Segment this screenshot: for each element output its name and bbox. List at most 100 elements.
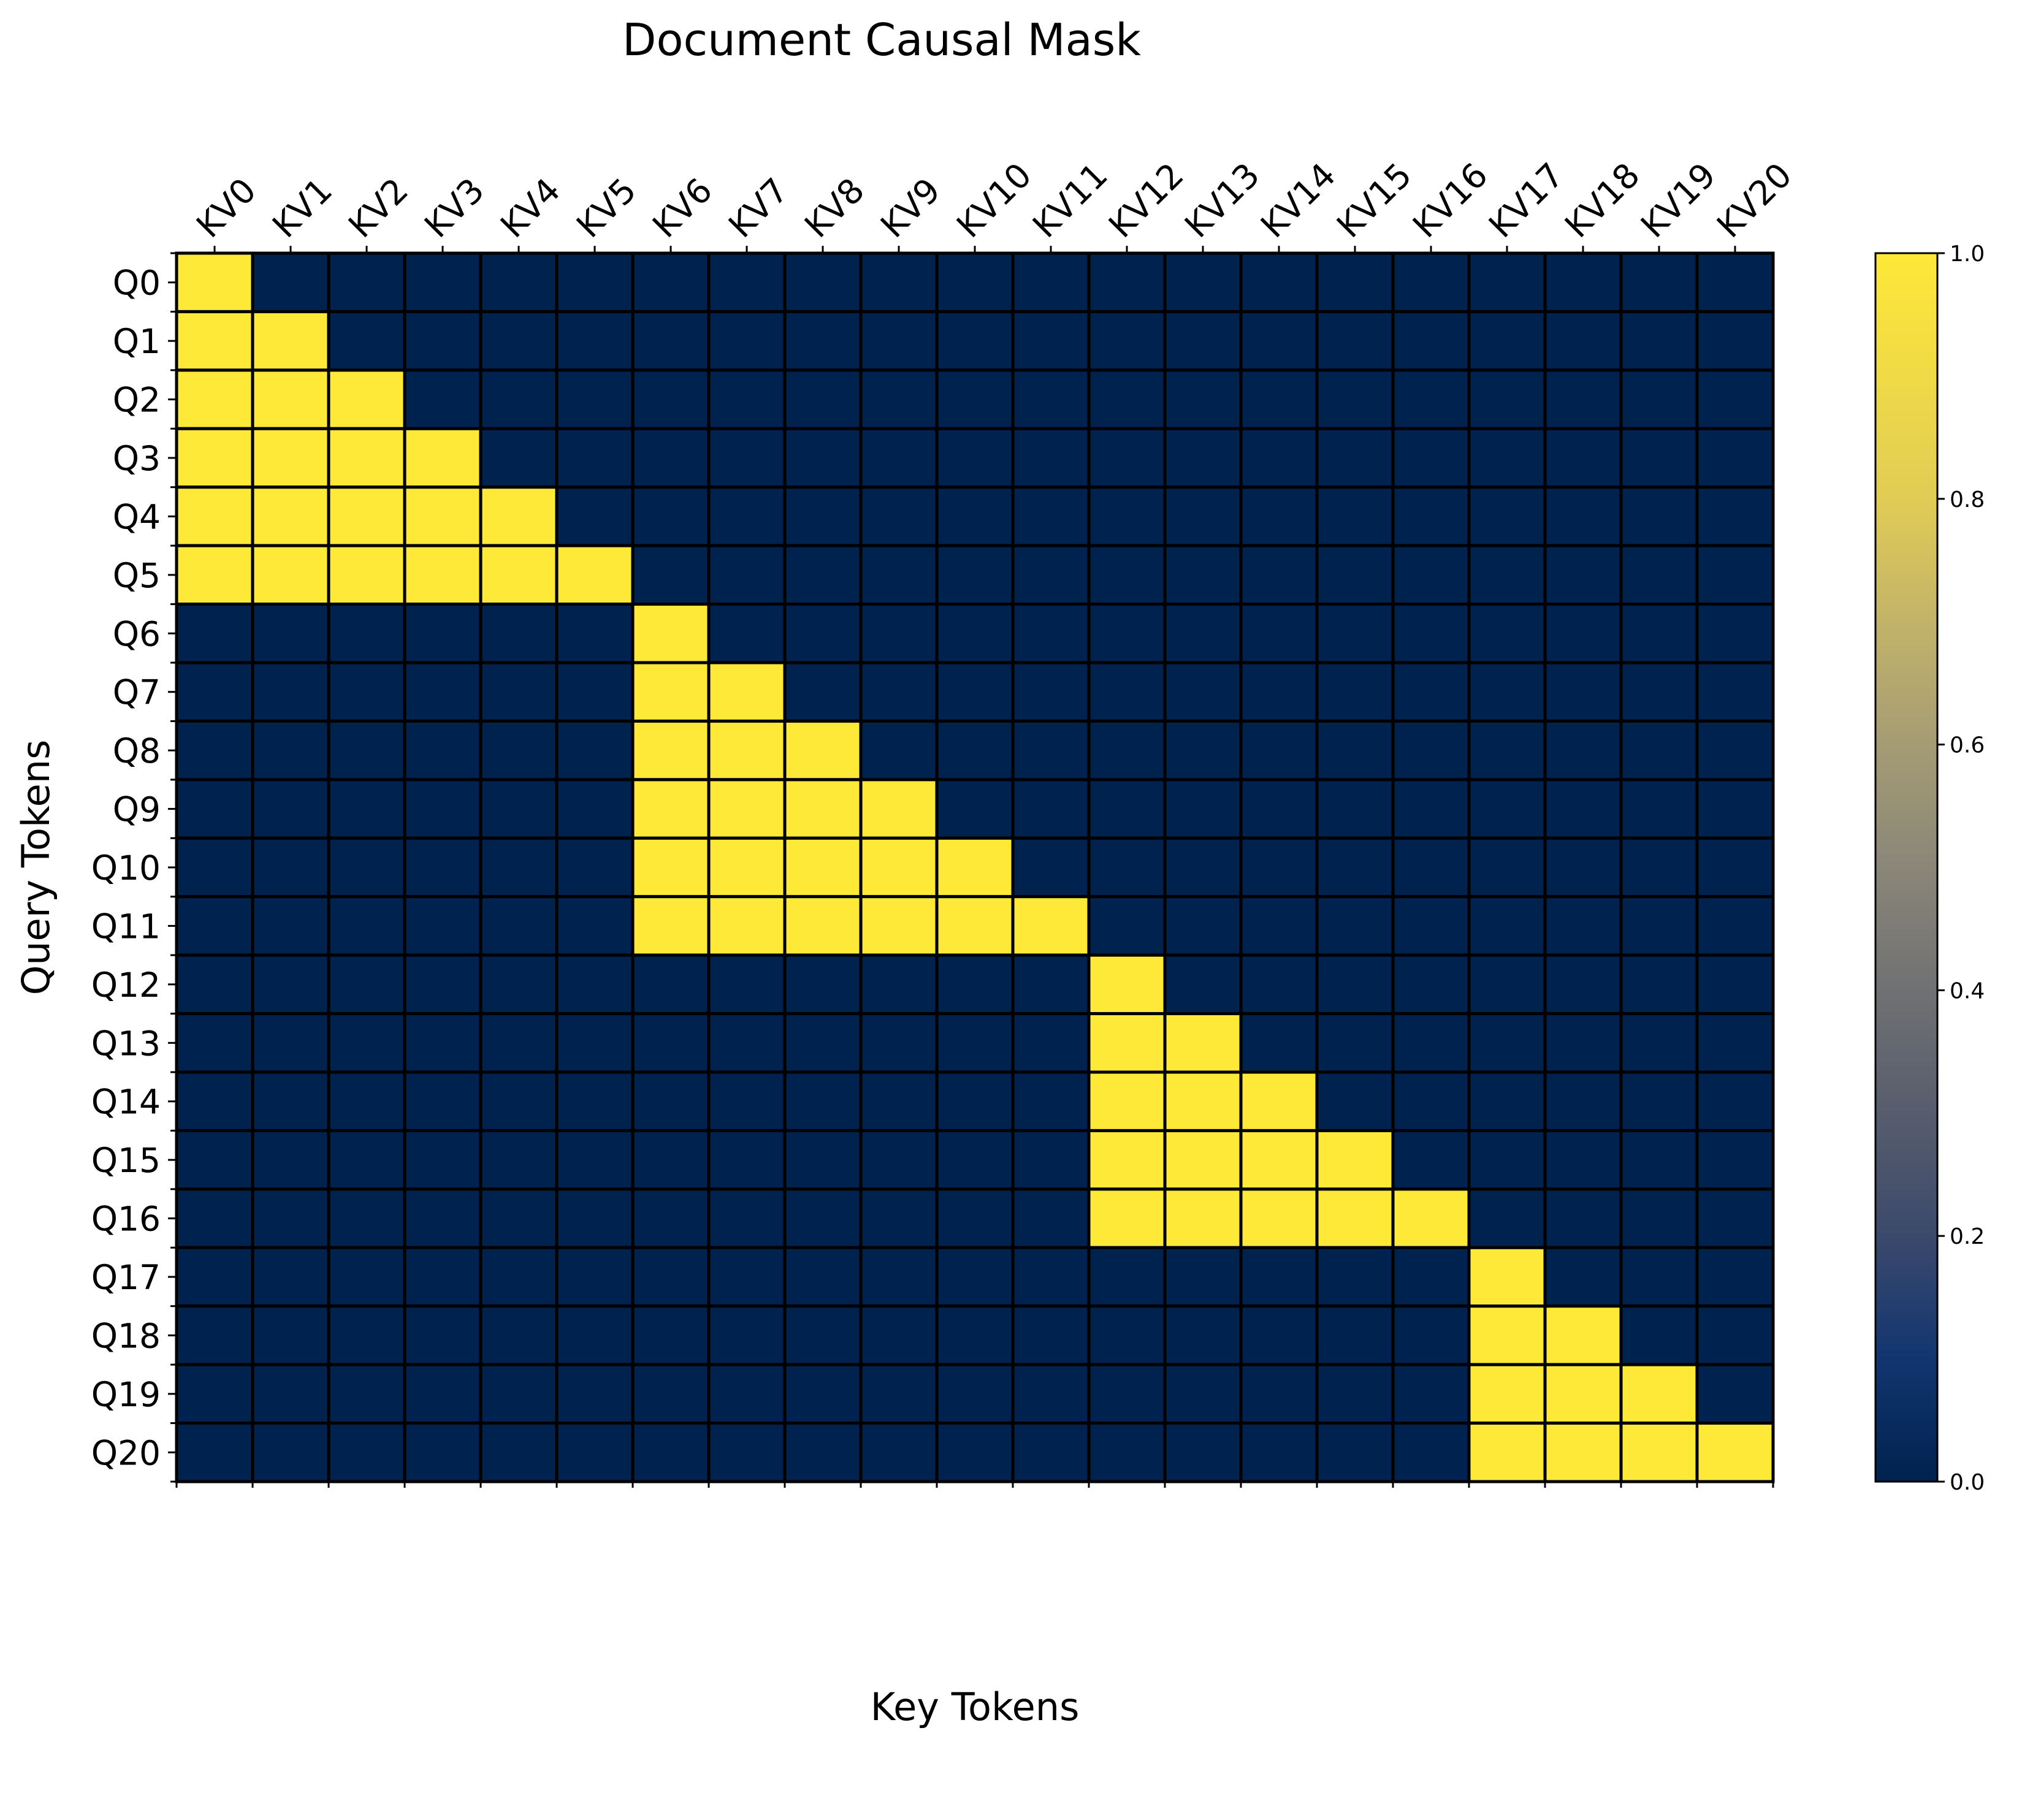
- heatmap-cell-q0-kv3: [403, 251, 483, 313]
- heatmap-cell-q10-kv9: [859, 836, 939, 899]
- heatmap-cell-q2-kv10: [935, 368, 1015, 430]
- heatmap-cell-q3-kv13: [1163, 427, 1243, 489]
- heatmap-cell-q6-kv5: [555, 603, 635, 664]
- heatmap-cell-q14-kv0: [175, 1070, 254, 1132]
- heatmap-cell-q19-kv15: [1315, 1363, 1395, 1425]
- heatmap-cell-q3-kv16: [1391, 427, 1471, 489]
- heatmap-cell-q1-kv0: [175, 310, 254, 372]
- heatmap-cell-q7-kv20: [1695, 661, 1775, 723]
- heatmap-cell-q20-kv18: [1543, 1422, 1623, 1483]
- heatmap-cell-q16-kv4: [479, 1187, 559, 1249]
- heatmap-cell-q6-kv10: [935, 603, 1015, 664]
- heatmap-cell-q3-kv1: [251, 427, 330, 489]
- heatmap-cell-q0-kv17: [1467, 251, 1547, 313]
- heatmap-cell-q1-kv20: [1695, 310, 1775, 372]
- heatmap-cell-q11-kv5: [555, 895, 635, 957]
- heatmap-cell-q19-kv7: [707, 1363, 787, 1425]
- heatmap-cell-q17-kv6: [631, 1246, 711, 1308]
- heatmap-cell-q7-kv15: [1315, 661, 1395, 723]
- heatmap-cell-q16-kv2: [327, 1187, 406, 1249]
- heatmap-cell-q20-kv20: [1695, 1422, 1775, 1483]
- heatmap-cell-q18-kv9: [859, 1304, 939, 1366]
- heatmap-cell-q10-kv7: [707, 836, 787, 899]
- heatmap-cell-q12-kv4: [479, 953, 559, 1016]
- heatmap-cell-q17-kv19: [1619, 1246, 1699, 1308]
- heatmap-cell-q20-kv5: [555, 1422, 635, 1483]
- heatmap-cell-q9-kv19: [1619, 778, 1699, 840]
- heatmap-cell-q2-kv11: [1011, 368, 1091, 430]
- heatmap-cell-q19-kv9: [859, 1363, 939, 1425]
- heatmap-cell-q2-kv6: [631, 368, 711, 430]
- heatmap-cell-q15-kv14: [1239, 1129, 1319, 1191]
- x-tick-label: KV16: [1405, 155, 1495, 245]
- heatmap-cell-q20-kv17: [1467, 1422, 1547, 1483]
- heatmap-cell-q7-kv17: [1467, 661, 1547, 723]
- heatmap-cell-q16-kv5: [555, 1187, 635, 1249]
- heatmap-cell-q9-kv17: [1467, 778, 1547, 840]
- heatmap-cell-q17-kv12: [1087, 1246, 1167, 1308]
- heatmap-cell-q15-kv1: [251, 1129, 330, 1191]
- heatmap-cell-q1-kv8: [783, 310, 863, 372]
- heatmap-cell-q5-kv20: [1695, 544, 1775, 606]
- heatmap-cell-q13-kv1: [251, 1012, 330, 1074]
- heatmap-cell-q19-kv17: [1467, 1363, 1547, 1425]
- heatmap-cell-q3-kv17: [1467, 427, 1547, 489]
- heatmap-cell-q13-kv14: [1239, 1012, 1319, 1074]
- heatmap-cell-q14-kv9: [859, 1070, 939, 1132]
- heatmap-cell-q8-kv1: [251, 719, 330, 782]
- heatmap-cell-q2-kv17: [1467, 368, 1547, 430]
- heatmap-cell-q16-kv15: [1315, 1187, 1395, 1249]
- heatmap-cell-q0-kv20: [1695, 251, 1775, 313]
- heatmap-cell-q18-kv2: [327, 1304, 406, 1366]
- heatmap-cell-q19-kv2: [327, 1363, 406, 1425]
- heatmap-cell-q12-kv7: [707, 953, 787, 1016]
- heatmap-cell-q5-kv2: [327, 544, 406, 606]
- heatmap-cell-q1-kv12: [1087, 310, 1167, 372]
- heatmap-cell-q10-kv11: [1011, 836, 1091, 899]
- colorbar-ticks: 0.0 0.2 0.4 0.6 0.8 1.0: [1937, 242, 1985, 1495]
- heatmap-cell-q15-kv16: [1391, 1129, 1471, 1191]
- y-tick-label: Q14: [91, 1083, 161, 1122]
- heatmap-cell-q9-kv7: [707, 778, 787, 840]
- heatmap-cell-q8-kv20: [1695, 719, 1775, 782]
- heatmap-cell-q8-kv7: [707, 719, 787, 782]
- heatmap-cell-q1-kv2: [327, 310, 406, 372]
- heatmap-cell-q14-kv1: [251, 1070, 330, 1132]
- colorbar-tick-label: 0.4: [1950, 978, 1985, 1003]
- heatmap-cell-q3-kv0: [175, 427, 254, 489]
- heatmap-cell-q11-kv3: [403, 895, 483, 957]
- heatmap-cell-q11-kv16: [1391, 895, 1471, 957]
- heatmap-cell-q18-kv10: [935, 1304, 1015, 1366]
- colorbar-tick-label: 0.6: [1950, 733, 1985, 758]
- heatmap-cell-q12-kv14: [1239, 953, 1319, 1016]
- heatmap-cell-q5-kv3: [403, 544, 483, 606]
- heatmap-cell-q5-kv11: [1011, 544, 1091, 606]
- heatmap-cell-q18-kv18: [1543, 1304, 1623, 1366]
- heatmap-cell-q17-kv3: [403, 1246, 483, 1308]
- heatmap-cell-q1-kv7: [707, 310, 787, 372]
- heatmap-cell-q4-kv15: [1315, 485, 1395, 547]
- heatmap-cell-q10-kv6: [631, 836, 711, 899]
- heatmap-cell-q9-kv13: [1163, 778, 1243, 840]
- heatmap-cell-q8-kv15: [1315, 719, 1395, 782]
- heatmap-cell-q6-kv4: [479, 603, 559, 664]
- heatmap-cell-q5-kv18: [1543, 544, 1623, 606]
- heatmap-cell-q1-kv11: [1011, 310, 1091, 372]
- heatmap-cell-q4-kv14: [1239, 485, 1319, 547]
- heatmap-cell-q13-kv5: [555, 1012, 635, 1074]
- heatmap-cell-q11-kv14: [1239, 895, 1319, 957]
- heatmap-cell-q6-kv0: [175, 603, 254, 664]
- heatmap-cell-q11-kv4: [479, 895, 559, 957]
- heatmap-cell-q12-kv9: [859, 953, 939, 1016]
- heatmap-cell-q6-kv6: [631, 603, 711, 664]
- heatmap-cell-q0-kv19: [1619, 251, 1699, 313]
- heatmap-cell-q4-kv16: [1391, 485, 1471, 547]
- heatmap-cell-q6-kv13: [1163, 603, 1243, 664]
- heatmap-cell-q16-kv0: [175, 1187, 254, 1249]
- heatmap-cell-q19-kv1: [251, 1363, 330, 1425]
- heatmap-cell-q14-kv4: [479, 1070, 559, 1132]
- heatmap-cell-q1-kv15: [1315, 310, 1395, 372]
- heatmap-cell-q10-kv17: [1467, 836, 1547, 899]
- x-axis-label: Key Tokens: [871, 1685, 1080, 1729]
- heatmap-cell-q20-kv2: [327, 1422, 406, 1483]
